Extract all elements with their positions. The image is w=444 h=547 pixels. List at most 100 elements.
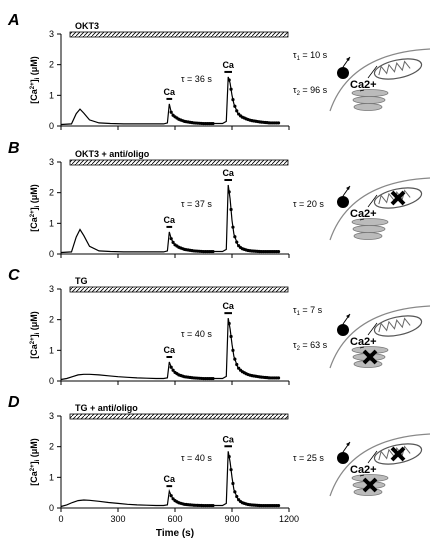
fit-dot xyxy=(211,503,215,508)
fit-dot xyxy=(235,362,239,367)
uptake-arrow xyxy=(367,322,378,336)
cell-schematic: Ca2+ xyxy=(329,177,431,241)
y-tick-label: 3 xyxy=(49,284,54,294)
y-tick-label: 1 xyxy=(49,345,54,355)
fit-dot xyxy=(211,121,215,126)
er-cisterna-icon xyxy=(353,232,383,240)
channel-arrow-head xyxy=(346,186,350,190)
uptake-arrow xyxy=(367,194,378,208)
ca-label: Ca xyxy=(164,87,176,97)
mitochondrion-cristae xyxy=(378,317,411,333)
y-axis-label: [Ca2+]i (μM) xyxy=(29,311,41,359)
plasma-membrane xyxy=(329,305,431,369)
tau-annotation: τ = 20 s xyxy=(293,199,324,209)
y-tick-label: 0 xyxy=(49,249,54,259)
cell-schematic: Ca2+ xyxy=(329,305,431,369)
ca-label: Ca xyxy=(164,474,176,484)
cell-schematic: Ca2+ xyxy=(329,48,431,112)
uptake-arrow xyxy=(367,65,378,79)
fit-dot xyxy=(231,225,235,229)
tau-annotation: τ = 40 s xyxy=(181,453,212,463)
panel-letter: C xyxy=(8,267,20,284)
fit-dot xyxy=(237,366,241,370)
tau-annotation: τ1 = 7 s xyxy=(293,305,323,317)
fit-dot xyxy=(231,481,235,486)
fit-dot xyxy=(233,104,237,108)
tau-annotation: τ = 37 s xyxy=(181,199,212,209)
y-tick-label: 2 xyxy=(49,442,54,452)
treatment-bar xyxy=(69,413,289,420)
y-tick-label: 0 xyxy=(49,121,54,131)
tau-annotation: τ = 36 s xyxy=(181,74,212,84)
fit-dot xyxy=(169,110,173,114)
y-axis-label: [Ca2+]i (μM) xyxy=(29,438,41,486)
fit-dot xyxy=(227,190,231,194)
fit-dot xyxy=(169,365,173,369)
channel-icon xyxy=(337,452,349,464)
panel-letter: B xyxy=(8,140,20,157)
panel-letter: D xyxy=(8,394,20,411)
ion-label: Ca2+ xyxy=(350,336,377,348)
y-axis-label: [Ca2+]i (μM) xyxy=(29,184,41,232)
tau-annotation: τ = 40 s xyxy=(181,329,212,339)
channel-arrow-head xyxy=(346,442,350,446)
fit-dot xyxy=(231,98,235,102)
fit-dot xyxy=(211,249,215,254)
fit-dot xyxy=(233,490,237,494)
condition-label: OKT3 + anti/oligo xyxy=(75,149,150,159)
plasma-membrane xyxy=(329,433,431,497)
y-tick-label: 2 xyxy=(49,315,54,325)
uptake-arrow xyxy=(359,89,365,92)
y-tick-label: 1 xyxy=(49,218,54,228)
condition-label: OKT3 xyxy=(75,21,99,31)
cell-schematic: Ca2+ xyxy=(329,433,431,497)
x-tick-label: 600 xyxy=(167,514,182,524)
er-cisterna-icon xyxy=(352,225,386,233)
y-tick-label: 0 xyxy=(49,503,54,513)
mitochondrion-icon xyxy=(373,315,423,337)
x-tick-label: 0 xyxy=(58,514,63,524)
fit-dot xyxy=(235,240,239,244)
y-tick-label: 2 xyxy=(49,60,54,70)
plasma-membrane xyxy=(329,177,431,241)
uptake-arrow xyxy=(359,346,365,349)
fit-dot xyxy=(276,503,281,508)
block-x-stroke xyxy=(362,477,378,493)
ion-label: Ca2+ xyxy=(350,79,377,91)
er-cisterna-icon xyxy=(353,103,383,111)
fit-dot xyxy=(171,240,175,244)
uptake-arrow xyxy=(367,450,378,464)
treatment-bar xyxy=(69,31,289,38)
x-tick-label: 300 xyxy=(110,514,125,524)
y-tick-label: 2 xyxy=(49,188,54,198)
fit-dot xyxy=(229,334,233,339)
ca-label: Ca xyxy=(222,60,234,70)
fit-dot xyxy=(229,468,233,472)
fit-dot xyxy=(235,494,239,499)
mitochondrion-cristae xyxy=(378,60,411,76)
ca-label: Ca xyxy=(222,301,234,311)
tau-annotation: τ = 25 s xyxy=(293,453,324,463)
fit-dot xyxy=(235,109,239,113)
condition-label: TG + anti/oligo xyxy=(75,403,138,413)
block-x-stroke xyxy=(390,446,406,462)
y-tick-label: 3 xyxy=(49,157,54,167)
channel-arrow-head xyxy=(346,57,350,61)
channel-icon xyxy=(337,196,349,208)
ca-label: Ca xyxy=(222,434,234,444)
panel-letter: A xyxy=(7,12,20,29)
y-tick-label: 3 xyxy=(49,411,54,421)
ca-label: Ca xyxy=(164,345,176,355)
ca-label: Ca xyxy=(222,168,234,178)
y-tick-label: 3 xyxy=(49,29,54,39)
plasma-membrane xyxy=(329,48,431,112)
treatment-bar xyxy=(69,159,289,166)
condition-label: TG xyxy=(75,276,88,286)
block-x-stroke xyxy=(362,349,378,365)
fit-dot xyxy=(227,321,231,326)
fit-dot xyxy=(229,87,233,91)
tau-annotation: τ2 = 96 s xyxy=(293,85,328,97)
x-tick-label: 1200 xyxy=(279,514,299,524)
mitochondrion-icon xyxy=(373,58,423,80)
